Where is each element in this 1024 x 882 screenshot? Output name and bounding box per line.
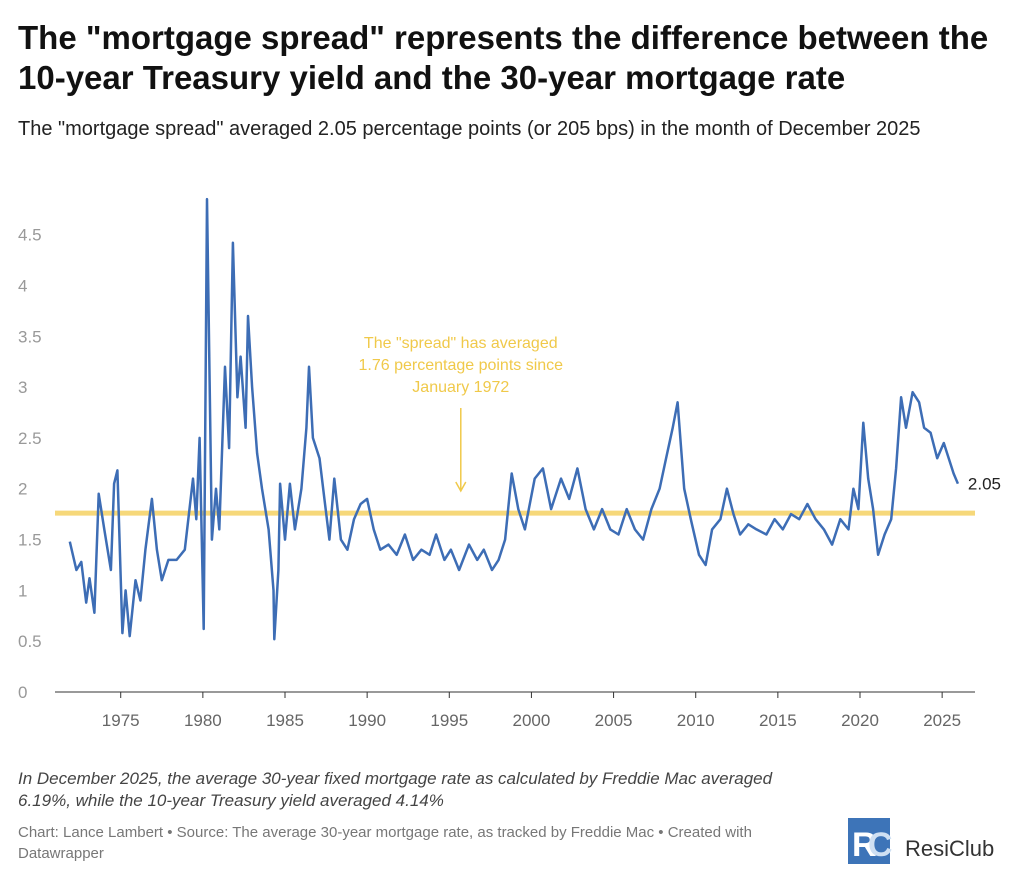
y-tick-label: 4.5: [18, 226, 42, 245]
chart-subtitle: The "mortgage spread" averaged 2.05 perc…: [18, 118, 921, 140]
y-tick-label: 2.5: [18, 429, 42, 448]
y-tick-label: 0.5: [18, 632, 42, 651]
x-tick-label: 2025: [923, 711, 961, 730]
x-tick-label: 2010: [677, 711, 715, 730]
x-tick-label: 2000: [513, 711, 551, 730]
y-tick-label: 1: [18, 581, 27, 600]
x-tick-label: 1985: [266, 711, 304, 730]
end-label: 2.05: [968, 475, 1001, 494]
y-tick-label: 1.5: [18, 531, 42, 550]
x-tick-label: 1990: [348, 711, 386, 730]
x-tick-label: 2020: [841, 711, 879, 730]
logo: ResiClub: [905, 836, 995, 861]
annotation: January 1972: [412, 379, 509, 396]
chart-title: The "mortgage spread" represents the dif…: [18, 19, 989, 96]
x-tick-label: 1980: [184, 711, 222, 730]
annotation: 1.76 percentage points since: [358, 357, 563, 374]
svg-text:R: R: [852, 826, 877, 864]
x-tick-label: 1975: [102, 711, 140, 730]
source: Chart: Lance Lambert • Source: The avera…: [18, 824, 752, 862]
x-tick-label: 2015: [759, 711, 797, 730]
y-tick-label: 0: [18, 683, 27, 702]
annotation: The "spread" has averaged: [364, 335, 558, 352]
y-tick-label: 2: [18, 480, 27, 499]
note: In December 2025, the average 30-year fi…: [18, 769, 773, 810]
x-tick-label: 2005: [595, 711, 633, 730]
annotation-arrowhead: [455, 481, 467, 493]
svg-text:C: C: [868, 826, 893, 864]
y-tick-label: 3.5: [18, 327, 42, 346]
series-line: [68, 197, 960, 641]
y-tick-label: 3: [18, 378, 27, 397]
logo-icon: R C: [848, 818, 893, 864]
y-tick-label: 4: [18, 276, 27, 295]
x-tick-label: 1995: [430, 711, 468, 730]
